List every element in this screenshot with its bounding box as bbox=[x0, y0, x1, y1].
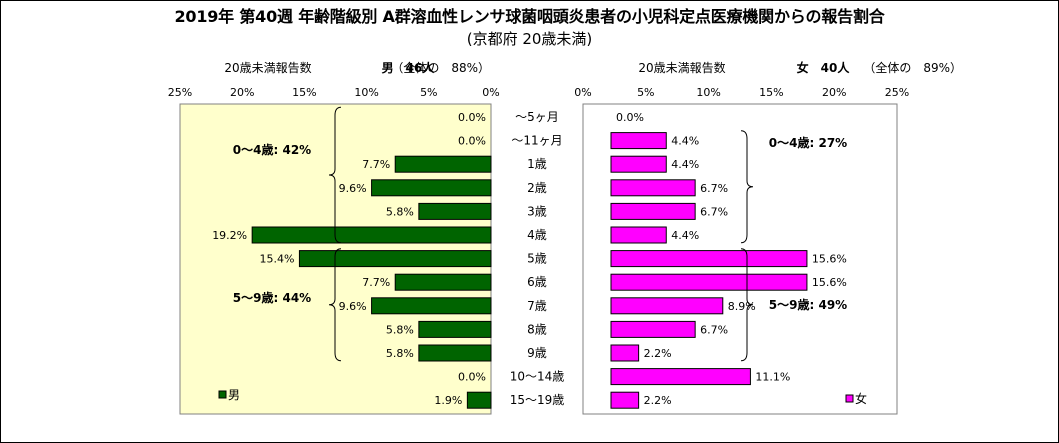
male-value-label: 5.8% bbox=[386, 323, 414, 336]
left-tick-label: 20% bbox=[230, 86, 254, 99]
category-label: ～11ヶ月 bbox=[511, 134, 562, 148]
category-label: 5歳 bbox=[527, 252, 547, 266]
legend-female-label: 女 bbox=[855, 391, 867, 406]
male-value-label: 9.6% bbox=[339, 182, 367, 195]
female-bar bbox=[610, 202, 696, 220]
chart-subtitle: (京都府 20歳未満) bbox=[466, 30, 593, 48]
left-header-ratio: （全体の 88%） bbox=[391, 60, 490, 75]
left-tick-label: 15% bbox=[292, 86, 316, 99]
female-bar bbox=[610, 226, 667, 244]
right-tick-label: 10% bbox=[696, 86, 720, 99]
female-bar bbox=[610, 250, 808, 268]
right-tick-label: 20% bbox=[822, 86, 846, 99]
male-value-label: 5.8% bbox=[386, 205, 414, 218]
category-label: 1歳 bbox=[527, 157, 547, 171]
female-bar bbox=[610, 391, 640, 409]
male-bar bbox=[418, 344, 492, 362]
category-label: 15～19歳 bbox=[510, 393, 565, 407]
male-value-label: 15.4% bbox=[259, 253, 294, 266]
female-group-brace bbox=[740, 248, 754, 362]
left-tick-label: 5% bbox=[420, 86, 437, 99]
right-header-value: 女 40人 bbox=[797, 60, 851, 75]
female-value-label: 6.7% bbox=[700, 182, 728, 195]
female-bar bbox=[610, 344, 640, 362]
male-value-label: 0.0% bbox=[458, 371, 486, 384]
category-label: 6歳 bbox=[527, 275, 547, 289]
female-value-label: 2.2% bbox=[644, 394, 672, 407]
right-tick-label: 25% bbox=[885, 86, 909, 99]
right-tick-label: 5% bbox=[637, 86, 654, 99]
right-header-ratio: （全体の 89%） bbox=[863, 60, 962, 75]
female-bar bbox=[610, 297, 724, 315]
male-bar bbox=[394, 155, 492, 173]
male-bar bbox=[418, 320, 492, 338]
legend-male-label: 男 bbox=[228, 388, 240, 402]
male-value-label: 9.6% bbox=[339, 300, 367, 313]
left-header-value: 男 46人 bbox=[382, 60, 436, 75]
female-group-brace bbox=[740, 130, 754, 244]
left-tick-label: 10% bbox=[354, 86, 378, 99]
female-group-label: 5～9歳: 49% bbox=[769, 297, 847, 312]
category-label: 9歳 bbox=[527, 346, 547, 360]
category-label: 3歳 bbox=[527, 204, 547, 218]
male-value-label: 5.8% bbox=[386, 347, 414, 360]
female-group-label: 0～4歳: 27% bbox=[769, 135, 847, 150]
left-tick-label: 0% bbox=[482, 86, 499, 99]
male-value-label: 0.0% bbox=[458, 111, 486, 124]
male-group-brace bbox=[328, 106, 342, 244]
male-value-label: 7.7% bbox=[362, 276, 390, 289]
right-tick-label: 15% bbox=[759, 86, 783, 99]
female-value-label: 4.4% bbox=[671, 229, 699, 242]
female-value-label: 15.6% bbox=[812, 276, 847, 289]
male-bar bbox=[251, 226, 492, 244]
legend-female-swatch bbox=[845, 394, 854, 403]
chart-title: 2019年 第40週 年齢階級別 A群溶血性レンサ球菌咽頭炎患者の小児科定点医療… bbox=[174, 7, 885, 26]
male-bar bbox=[394, 273, 492, 291]
left-tick-label: 25% bbox=[168, 86, 192, 99]
category-label: 4歳 bbox=[527, 228, 547, 242]
male-bar bbox=[371, 297, 492, 315]
female-bar bbox=[610, 132, 667, 150]
right-tick-label: 0% bbox=[574, 86, 591, 99]
female-value-label: 4.4% bbox=[671, 135, 699, 148]
female-value-label: 4.4% bbox=[671, 158, 699, 171]
female-value-label: 8.9% bbox=[728, 300, 756, 313]
male-bar bbox=[418, 202, 492, 220]
male-value-label: 0.0% bbox=[458, 135, 486, 148]
female-value-label: 2.2% bbox=[644, 347, 672, 360]
female-bar bbox=[610, 368, 751, 386]
female-bar bbox=[610, 179, 696, 197]
female-value-label: 6.7% bbox=[700, 323, 728, 336]
female-value-label: 0.0% bbox=[616, 111, 644, 124]
female-bar bbox=[610, 155, 667, 173]
male-value-label: 7.7% bbox=[362, 158, 390, 171]
male-value-label: 19.2% bbox=[212, 229, 247, 242]
male-bar bbox=[466, 391, 492, 409]
right-header-label: 20歳未満報告数 bbox=[638, 60, 725, 75]
category-label: 10～14歳 bbox=[510, 370, 565, 384]
male-group-label: 5～9歳: 44% bbox=[233, 290, 311, 305]
female-value-label: 15.6% bbox=[812, 253, 847, 266]
female-bar bbox=[610, 320, 696, 338]
category-label: 2歳 bbox=[527, 181, 547, 195]
female-value-label: 11.1% bbox=[755, 371, 790, 384]
category-label: 8歳 bbox=[527, 322, 547, 336]
female-bar bbox=[610, 273, 808, 291]
category-label: ～5ヶ月 bbox=[515, 110, 559, 124]
female-value-label: 6.7% bbox=[700, 205, 728, 218]
male-group-brace bbox=[328, 248, 342, 362]
left-header-label: 20歳未満報告数 bbox=[224, 60, 311, 75]
male-value-label: 1.9% bbox=[434, 394, 462, 407]
male-bar bbox=[298, 250, 492, 268]
male-group-label: 0～4歳: 42% bbox=[233, 142, 311, 157]
male-bar bbox=[371, 179, 492, 197]
category-label: 7歳 bbox=[527, 299, 547, 313]
legend-male-swatch bbox=[218, 390, 227, 399]
